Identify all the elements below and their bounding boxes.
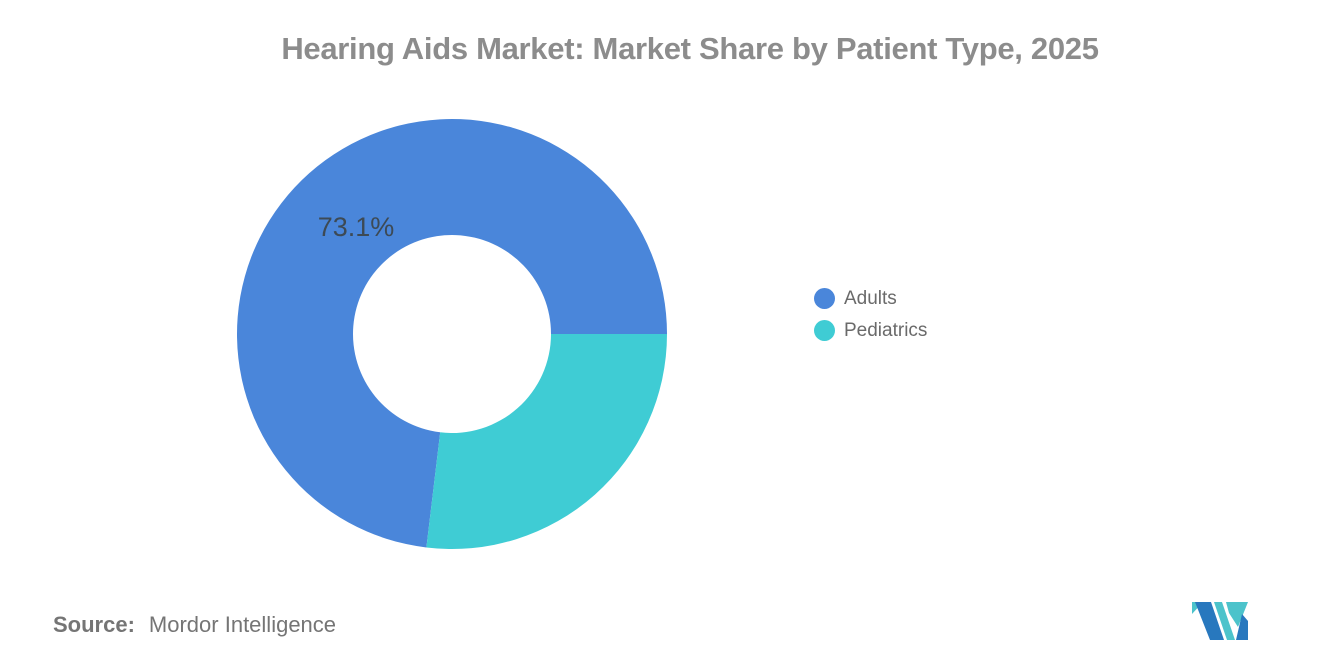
legend-label-adults: Adults bbox=[844, 288, 897, 309]
legend-dot-adults-icon bbox=[814, 288, 835, 309]
logo-shape-teal-block bbox=[1226, 602, 1248, 627]
source-label: Source: bbox=[53, 612, 135, 637]
legend-item-pediatrics[interactable]: Pediatrics bbox=[814, 320, 927, 341]
data-label-adults: 73.1% bbox=[317, 212, 395, 242]
source-row: Source: Mordor Intelligence bbox=[53, 612, 336, 638]
source-value: Mordor Intelligence bbox=[148, 612, 337, 637]
donut-chart bbox=[237, 118, 667, 549]
legend: Adults Pediatrics bbox=[814, 288, 927, 341]
legend-dot-pediatrics-icon bbox=[814, 320, 835, 341]
legend-item-adults[interactable]: Adults bbox=[814, 288, 927, 309]
legend-label-pediatrics: Pediatrics bbox=[844, 320, 928, 341]
pie-slice-pediatrics[interactable] bbox=[426, 334, 667, 549]
logo-shape-blue-triangle bbox=[1236, 614, 1248, 640]
logo-shape-blue-stroke bbox=[1195, 602, 1224, 640]
mordor-intelligence-logo bbox=[1192, 602, 1248, 640]
logo-shape-teal-stroke bbox=[1214, 602, 1235, 640]
pie-slice-adults[interactable] bbox=[237, 118, 667, 548]
chart-title: Hearing Aids Market: Market Share by Pat… bbox=[281, 31, 1099, 66]
